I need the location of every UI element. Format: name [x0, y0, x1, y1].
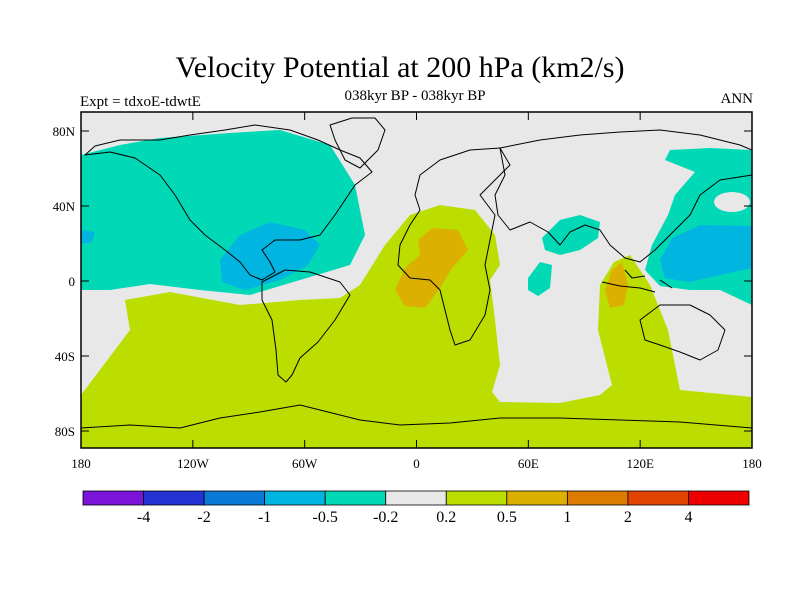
colorbar-box — [82, 490, 144, 506]
x-axis-ticks: 180 120W 60W 0 60E 120E 180 — [71, 112, 762, 471]
europe-africa-coast — [397, 147, 511, 346]
colorbar: -4 -2 -1 -0.5 -0.2 0.2 0.5 1 2 4 — [82, 490, 750, 526]
indian-ocean-negative — [528, 262, 552, 296]
plot-title: Velocity Potential at 200 hPa (km2/s) — [175, 51, 625, 84]
y-tick-label: 0 — [69, 274, 76, 289]
asia-coast — [494, 129, 752, 263]
colorbar-box — [627, 490, 689, 506]
x-tick-label: 120W — [177, 456, 210, 471]
colorbar-label: 1 — [563, 509, 571, 526]
southern-positive-region — [81, 205, 752, 448]
colorbar-box — [445, 490, 508, 506]
colorbar-label: 2 — [624, 509, 632, 526]
colorbar-box — [566, 490, 629, 506]
y-tick-label: 80S — [55, 424, 75, 439]
colorbar-label: 0.5 — [497, 509, 517, 526]
colorbar-label: -1 — [258, 509, 271, 526]
colorbar-box — [264, 490, 326, 506]
y-tick-label: 80N — [53, 124, 76, 139]
x-tick-label: 60W — [292, 456, 318, 471]
americas-strong-negative — [220, 222, 320, 290]
north-america-coast — [84, 124, 373, 281]
colorbar-label: -4 — [137, 509, 150, 526]
y-axis-ticks: 80N 40N 0 40S 80S — [53, 124, 752, 439]
x-tick-label: 180 — [71, 456, 91, 471]
antarctica-coast — [81, 404, 752, 429]
colorbar-box — [324, 490, 387, 506]
colorbar-box — [385, 490, 447, 506]
colorbar-box — [506, 490, 568, 506]
colorbar-box — [143, 490, 205, 506]
season-label: ANN — [720, 91, 754, 107]
east-pacific-negative — [81, 230, 95, 244]
west-pacific-strong-negative — [660, 225, 752, 282]
plot-subtitle: 038kyr BP - 038kyr BP — [344, 88, 486, 104]
y-tick-label: 40S — [55, 349, 75, 364]
coastlines — [81, 117, 752, 429]
colorbar-label: 0.2 — [436, 509, 456, 526]
australia-coast — [639, 304, 726, 361]
colorbar-box — [203, 490, 266, 506]
colorbar-label: -0.5 — [313, 509, 338, 526]
greenland-coast — [329, 117, 386, 169]
x-tick-label: 120E — [626, 456, 654, 471]
y-tick-label: 40N — [53, 199, 76, 214]
colorbar-label: 4 — [684, 509, 692, 526]
indonesia-coast — [601, 269, 673, 293]
x-tick-label: 60E — [518, 456, 539, 471]
x-tick-label: 180 — [742, 456, 762, 471]
x-tick-label: 0 — [413, 456, 420, 471]
colorbar-label: -0.2 — [373, 509, 398, 526]
south-america-coast — [261, 269, 351, 383]
africa-positive-max — [395, 228, 468, 308]
experiment-label: Expt = tdxoE-tdwtE — [80, 94, 201, 110]
colorbar-label: -2 — [197, 509, 210, 526]
colorbar-box — [688, 490, 750, 506]
contour-fills — [81, 112, 752, 448]
north-pacific-gap — [714, 192, 750, 212]
